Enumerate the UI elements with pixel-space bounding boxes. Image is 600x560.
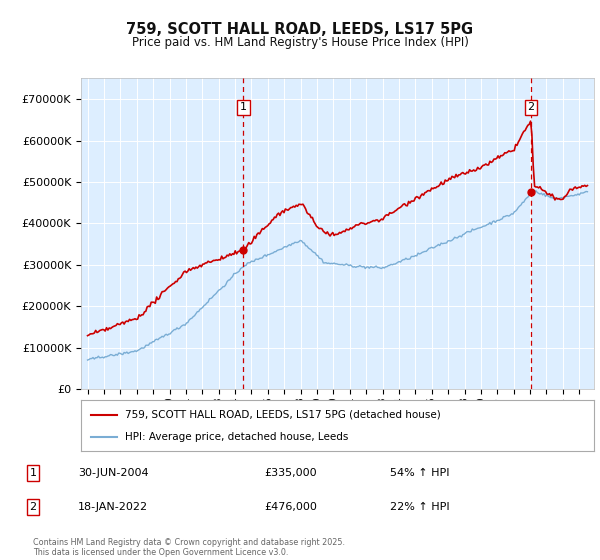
Text: 54% ↑ HPI: 54% ↑ HPI xyxy=(390,468,449,478)
Text: 759, SCOTT HALL ROAD, LEEDS, LS17 5PG (detached house): 759, SCOTT HALL ROAD, LEEDS, LS17 5PG (d… xyxy=(125,409,440,419)
Text: 30-JUN-2004: 30-JUN-2004 xyxy=(78,468,149,478)
Text: 18-JAN-2022: 18-JAN-2022 xyxy=(78,502,148,512)
Text: 759, SCOTT HALL ROAD, LEEDS, LS17 5PG: 759, SCOTT HALL ROAD, LEEDS, LS17 5PG xyxy=(127,22,473,38)
Text: Contains HM Land Registry data © Crown copyright and database right 2025.
This d: Contains HM Land Registry data © Crown c… xyxy=(33,538,345,557)
Text: Price paid vs. HM Land Registry's House Price Index (HPI): Price paid vs. HM Land Registry's House … xyxy=(131,36,469,49)
Text: £335,000: £335,000 xyxy=(264,468,317,478)
Text: 2: 2 xyxy=(29,502,37,512)
Text: 22% ↑ HPI: 22% ↑ HPI xyxy=(390,502,449,512)
Text: 2: 2 xyxy=(527,102,535,113)
Text: 1: 1 xyxy=(29,468,37,478)
Text: HPI: Average price, detached house, Leeds: HPI: Average price, detached house, Leed… xyxy=(125,432,348,442)
Text: £476,000: £476,000 xyxy=(264,502,317,512)
Text: 1: 1 xyxy=(240,102,247,113)
